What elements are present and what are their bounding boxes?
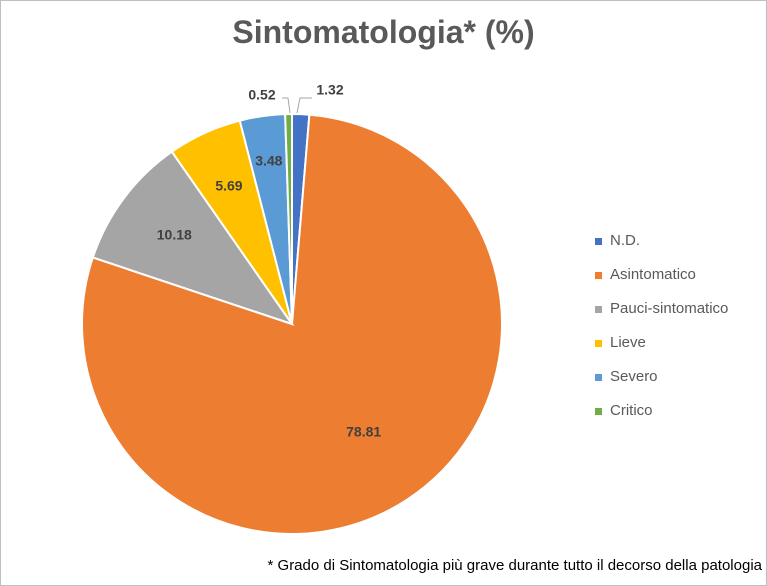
- pie-slices: [81, 112, 503, 535]
- pie-slice-pauci-sintomatico: [91, 150, 295, 326]
- chart-legend: N.D. Asintomatico Pauci-sintomatico Lieve Se…: [595, 229, 728, 433]
- footnote: * Grado di Sintomatologia più grave dura…: [267, 557, 762, 574]
- legend-item-n-d: N.D.: [595, 229, 728, 263]
- legend-swatch-asintomatico: [595, 272, 602, 279]
- legend-item-severo: Severo: [595, 365, 728, 399]
- legend-label-lieve: Lieve: [610, 334, 646, 351]
- leader-line-critico: [282, 97, 291, 114]
- legend-item-pauci-sintomatico: Pauci-sintomatico: [595, 297, 728, 331]
- leader-line-n-d: [296, 97, 312, 114]
- legend-swatch-critico: [595, 408, 602, 415]
- legend-label-severo: Severo: [610, 368, 658, 385]
- legend-item-asintomatico: Asintomatico: [595, 263, 728, 297]
- legend-label-asintomatico: Asintomatico: [610, 266, 696, 283]
- legend-swatch-severo: [595, 374, 602, 381]
- data-label-asintomatico: 78.81: [346, 423, 381, 439]
- legend-item-lieve: Lieve: [595, 331, 728, 365]
- pie-slice-critico: [284, 112, 293, 325]
- legend-item-critico: Critico: [595, 399, 728, 433]
- legend-swatch-n-d: [595, 238, 602, 245]
- data-label-severo: 3.48: [255, 153, 282, 169]
- leader-lines: [282, 97, 312, 114]
- legend-label-pauci-sintomatico: Pauci-sintomatico: [610, 300, 729, 317]
- legend-swatch-pauci-sintomatico: [595, 306, 602, 313]
- legend-label-critico: Critico: [610, 402, 653, 419]
- data-label-n-d: 1.32: [316, 82, 343, 98]
- legend-swatch-lieve: [595, 340, 602, 347]
- data-label-pauci-sintomatico: 10.18: [157, 227, 192, 243]
- data-label-critico: 0.52: [248, 87, 275, 103]
- chart-title: Sintomatologia* (%): [232, 14, 535, 50]
- data-label-lieve: 5.69: [215, 177, 242, 193]
- data-labels: 1.32 78.81 10.18 5.69 3.48 0.52: [157, 82, 382, 440]
- legend-label-n-d: N.D.: [610, 232, 640, 249]
